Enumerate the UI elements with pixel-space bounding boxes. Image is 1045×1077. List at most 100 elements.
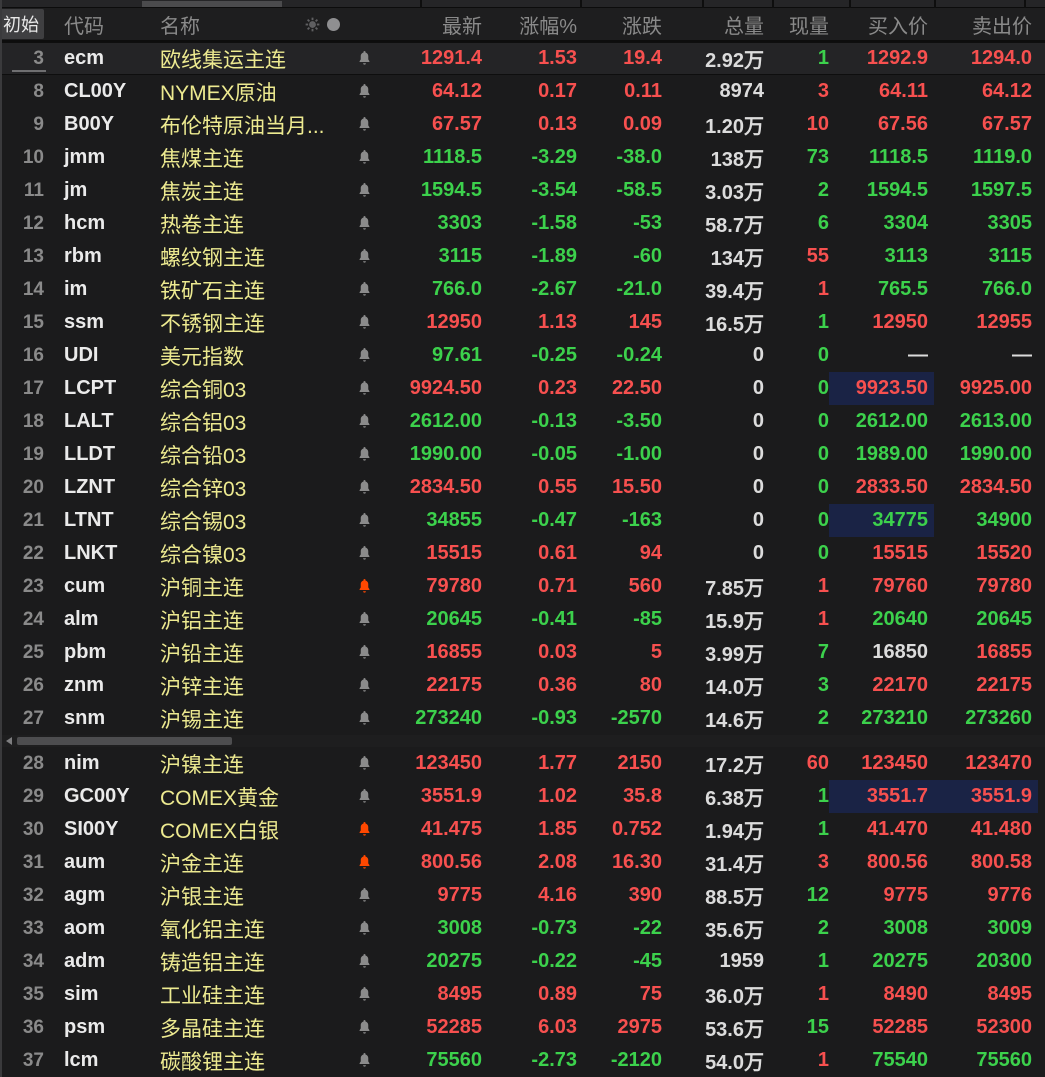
sun-icon[interactable] [305,17,320,32]
table-row[interactable]: 26 znm 沪锌主连 22175 0.36 80 14.0万 3 22170 … [2,669,1045,702]
alert-bell-cell[interactable] [342,1044,387,1077]
alert-bell-cell[interactable] [342,1011,387,1044]
row-number: 3 [2,43,52,74]
row-number: 21 [22,509,44,531]
col-header-pct[interactable]: 涨幅% [519,15,577,38]
table-row[interactable]: 20 LZNT 综合锌03 2834.50 0.55 15.50 0 0 283… [2,471,1045,504]
alert-bell-cell[interactable] [342,372,387,405]
alert-bell-cell[interactable] [342,945,387,978]
table-row[interactable]: 27 snm 沪锡主连 273240 -0.93 -2570 14.6万 2 2… [2,702,1045,735]
table-row[interactable]: 25 pbm 沪铅主连 16855 0.03 5 3.99万 7 16850 1… [2,636,1045,669]
alert-bell-cell[interactable] [342,504,387,537]
table-row[interactable]: 37 lcm 碳酸锂主连 75560 -2.73 -2120 54.0万 1 7… [2,1044,1045,1077]
alert-bell-cell[interactable] [342,471,387,504]
alert-bell-cell[interactable] [342,570,387,603]
alert-bell-cell[interactable] [342,978,387,1011]
symbol-code: alm [64,608,99,630]
alert-bell-cell[interactable] [342,702,387,735]
total-volume: 35.6万 [705,920,764,942]
alert-bell-cell[interactable] [342,747,387,780]
alert-bell-cell[interactable] [342,43,387,74]
bid-price: 75540 [872,1049,928,1071]
alert-bell-cell[interactable] [342,846,387,879]
alert-bell-cell[interactable] [342,141,387,174]
table-row[interactable]: 33 aom 氧化铝主连 3008 -0.73 -22 35.6万 2 3008… [2,912,1045,945]
alert-bell-cell[interactable] [342,636,387,669]
alert-bell-cell[interactable] [342,240,387,273]
alert-bell-cell[interactable] [342,813,387,846]
table-row[interactable]: 8 CL00Y NYMEX原油 64.12 0.17 0.11 8974 3 6… [2,75,1045,108]
alert-bell-cell[interactable] [342,912,387,945]
col-header-name[interactable]: 名称 [152,8,342,40]
table-row[interactable]: 22 LNKT 综合镍03 15515 0.61 94 0 0 15515 15… [2,537,1045,570]
table-row[interactable]: 17 LCPT 综合铜03 9924.50 0.23 22.50 0 0 992… [2,372,1045,405]
table-row[interactable]: 3 ecm 欧线集运主连 1291.4 1.53 19.4 2.92万 1 12… [2,42,1045,75]
table-row[interactable]: 31 aum 沪金主连 800.56 2.08 16.30 31.4万 3 80… [2,846,1045,879]
change-percent: 1.85 [538,818,577,840]
scroll-left-arrow-icon[interactable] [6,737,12,745]
table-row[interactable]: 18 LALT 综合铝03 2612.00 -0.13 -3.50 0 0 26… [2,405,1045,438]
table-row[interactable]: 36 psm 多晶硅主连 52285 6.03 2975 53.6万 15 52… [2,1011,1045,1044]
alert-bell-cell[interactable] [342,339,387,372]
table-row[interactable]: 24 alm 沪铝主连 20645 -0.41 -85 15.9万 1 2064… [2,603,1045,636]
col-header-cur[interactable]: 现量 [789,15,829,38]
table-row[interactable]: 11 jm 焦炭主连 1594.5 -3.54 -58.5 3.03万 2 15… [2,174,1045,207]
table-row[interactable]: 34 adm 铸造铝主连 20275 -0.22 -45 1959 1 2027… [2,945,1045,978]
table-row[interactable]: 28 nim 沪镍主连 123450 1.77 2150 17.2万 60 12… [2,747,1045,780]
table-row[interactable]: 23 cum 沪铜主连 79780 0.71 560 7.85万 1 79760… [2,570,1045,603]
table-row[interactable]: 10 jmm 焦煤主连 1118.5 -3.29 -38.0 138万 73 1… [2,141,1045,174]
col-header-bid[interactable]: 买入价 [868,15,928,38]
change-percent: -0.22 [531,950,577,972]
horizontal-scrollbar[interactable] [2,735,1045,747]
bell-icon [359,447,370,461]
alert-bell-cell[interactable] [342,207,387,240]
instrument-name: 碳酸锂主连 [160,1050,265,1074]
col-header-ask[interactable]: 卖出价 [972,15,1032,38]
bell-icon [359,678,370,692]
change-amount: -22 [633,917,662,939]
table-row[interactable]: 19 LLDT 综合铅03 1990.00 -0.05 -1.00 0 0 19… [2,438,1045,471]
alert-bell-cell[interactable] [342,879,387,912]
table-row[interactable]: 9 B00Y 布伦特原油当月... 67.57 0.13 0.09 1.20万 … [2,108,1045,141]
bell-icon [359,282,370,296]
alert-bell-cell[interactable] [342,306,387,339]
change-amount: -21.0 [616,278,662,300]
table-row[interactable]: 32 agm 沪银主连 9775 4.16 390 88.5万 12 9775 … [2,879,1045,912]
table-row[interactable]: 29 GC00Y COMEX黄金 3551.9 1.02 35.8 6.38万 … [2,780,1045,813]
horizontal-scrollbar-thumb[interactable] [17,737,232,745]
column-divider [702,0,704,8]
alert-bell-cell[interactable] [342,75,387,108]
current-volume: 0 [817,410,829,432]
alert-bell-cell[interactable] [342,108,387,141]
table-row[interactable]: 14 im 铁矿石主连 766.0 -2.67 -21.0 39.4万 1 76… [2,273,1045,306]
top-scrollbar-thumb[interactable] [142,1,282,7]
change-amount: 80 [639,674,662,696]
alert-bell-cell[interactable] [342,603,387,636]
table-row[interactable]: 13 rbm 螺纹钢主连 3115 -1.89 -60 134万 55 3113… [2,240,1045,273]
symbol-code: nim [64,752,100,774]
alert-bell-cell[interactable] [342,780,387,813]
table-row[interactable]: 35 sim 工业硅主连 8495 0.89 75 36.0万 1 8490 8… [2,978,1045,1011]
bell-icon [359,183,370,197]
alert-bell-cell[interactable] [342,174,387,207]
col-header-vol[interactable]: 总量 [724,15,764,38]
table-row[interactable]: 16 UDI 美元指数 97.61 -0.25 -0.24 0 0 — — [2,339,1045,372]
col-header-latest[interactable]: 最新 [442,15,482,38]
instrument-name: 沪镍主连 [160,753,244,777]
top-scrollbar[interactable] [2,0,1045,8]
circle-icon[interactable] [327,17,340,31]
total-volume: 2.92万 [705,50,764,72]
current-volume: 1 [817,818,829,840]
tab-initial[interactable]: 初始 [2,9,44,39]
col-header-chg[interactable]: 涨跌 [622,15,662,38]
alert-bell-cell[interactable] [342,273,387,306]
table-row[interactable]: 12 hcm 热卷主连 3303 -1.58 -53 58.7万 6 3304 … [2,207,1045,240]
table-row[interactable]: 15 ssm 不锈钢主连 12950 1.13 145 16.5万 1 1295… [2,306,1045,339]
table-row[interactable]: 21 LTNT 综合锡03 34855 -0.47 -163 0 0 34775… [2,504,1045,537]
table-row[interactable]: 30 SI00Y COMEX白银 41.475 1.85 0.752 1.94万… [2,813,1045,846]
alert-bell-cell[interactable] [342,438,387,471]
alert-bell-cell[interactable] [342,669,387,702]
alert-bell-cell[interactable] [342,537,387,570]
alert-bell-cell[interactable] [342,405,387,438]
col-header-code[interactable]: 代码 [64,15,104,38]
